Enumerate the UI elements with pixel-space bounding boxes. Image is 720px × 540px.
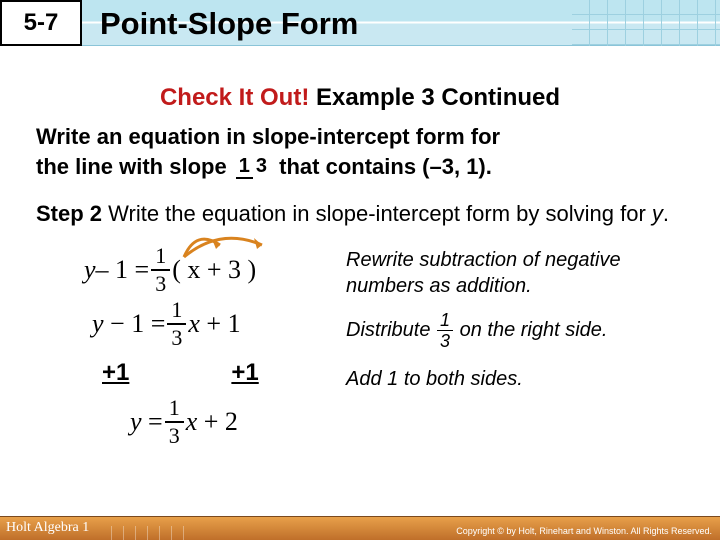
eq4-fraction: 13 [165,397,184,447]
note2-frac-n: 1 [437,311,453,331]
step-label: Step 2 [36,201,102,226]
math-area: y – 1 = 13( x + 3 ) y − 1 = 13 x + 1 +1 … [36,243,684,449]
eq4-lhs: y = [130,407,163,437]
eq4-frac-n: 1 [165,397,184,423]
equation-row-2: y − 1 = 13 x + 1 [36,297,346,351]
note-1: Rewrite subtraction of negative numbers … [346,243,684,303]
prompt-frac-num: 1 [236,155,253,179]
eq4-frac-d: 3 [165,423,184,447]
eq2-frac-n: 1 [167,299,186,325]
footer-text: Holt Algebra 1 [6,520,89,536]
eq3-right-add: +1 [231,359,258,387]
eq3-left-add: +1 [102,359,129,387]
eq2-frac-d: 3 [167,325,186,349]
slide-footer: Holt Algebra 1 Copyright © by Holt, Rine… [0,516,720,540]
note-2a: Distribute [346,318,436,340]
copyright-text: Copyright © by Holt, Rinehart and Winsto… [456,526,712,536]
eq1-fraction: 13 [151,245,170,295]
eq1-frac-d: 3 [151,271,170,295]
eq1-op: – 1 = [96,255,150,285]
eq1-rhs: ( x + 3 ) [172,255,256,285]
eq1-y: y [84,255,96,285]
equation-row-3: +1 +1 [36,351,346,395]
note-2: Distribute 13 on the right side. [346,303,684,357]
slide-header: 5-7 Point-Slope Form [0,0,720,68]
prompt-line2b: that contains (–3, 1). [273,154,492,179]
note2-frac-d: 3 [437,331,453,350]
footer-grid-decoration [100,526,184,540]
prompt-fraction: 13 [236,156,270,176]
note-3-text: Add 1 to both sides. [346,366,523,392]
subtitle: Check It Out! Example 3 Continued [0,84,720,112]
prompt-line2a: the line with slope [36,154,233,179]
eq1-frac-n: 1 [151,245,170,271]
prompt-line1: Write an equation in slope-intercept for… [36,124,500,149]
equation-row-1: y – 1 = 13( x + 3 ) [36,243,346,297]
eq2-rhs: x + 1 [188,309,240,339]
prompt-frac-den: 3 [253,155,270,177]
eq2-lhs: y − 1 = [92,309,165,339]
note-2-fraction: 13 [437,311,453,350]
subtitle-black: Example 3 Continued [309,84,560,111]
subtitle-red: Check It Out! [160,84,309,111]
page-title: Point-Slope Form [100,6,358,42]
notes-column: Rewrite subtraction of negative numbers … [346,243,684,449]
equation-row-4: y = 13 x + 2 [36,395,346,449]
content-area: Write an equation in slope-intercept for… [0,112,720,449]
problem-prompt: Write an equation in slope-intercept for… [36,122,684,181]
eq4-rhs: x + 2 [186,407,238,437]
eq2-fraction: 13 [167,299,186,349]
step-end: . [663,201,669,226]
header-grid-decoration [572,0,720,46]
note-1-text: Rewrite subtraction of negative numbers … [346,247,684,299]
step-text: Step 2 Write the equation in slope-inter… [36,199,684,229]
lesson-number-box: 5-7 [0,0,82,46]
note-2b: on the right side. [454,318,607,340]
note-3: Add 1 to both sides. [346,357,684,401]
step-rest: Write the equation in slope-intercept fo… [102,201,652,226]
equations-column: y – 1 = 13( x + 3 ) y − 1 = 13 x + 1 +1 … [36,243,346,449]
step-var: y [652,201,663,226]
